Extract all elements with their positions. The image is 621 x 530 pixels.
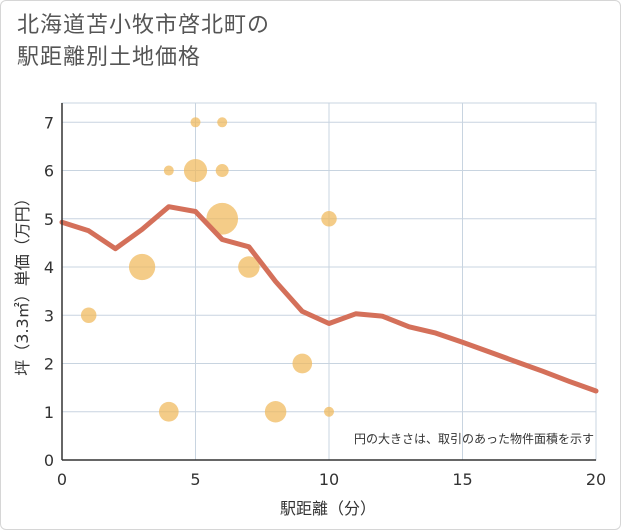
bubble-size-note: 円の大きさは、取引のあった物件面積を示す [354, 431, 594, 446]
data-point [292, 353, 313, 374]
data-point [80, 307, 97, 324]
x-tick-label: 10 [319, 470, 339, 489]
grid-lines [61, 102, 597, 461]
data-point [206, 202, 239, 235]
y-tick-label: 4 [44, 258, 54, 277]
trend-line [59, 204, 599, 394]
data-point [215, 164, 229, 178]
data-point [128, 253, 156, 281]
x-axis-label: 駅距離（分） [280, 499, 376, 518]
axes [61, 103, 596, 461]
data-point [324, 406, 334, 417]
y-tick-label: 3 [44, 306, 54, 325]
data-point [183, 158, 208, 183]
data-point [158, 401, 179, 422]
chart-title: 北海道苫小牧市啓北町の 駅距離別土地価格 [17, 10, 270, 74]
y-axis-label: 坪（3.3㎡）単価（万円） [13, 190, 32, 375]
data-point [217, 117, 228, 128]
y-tick-label: 0 [44, 451, 54, 470]
x-tick-label: 0 [57, 470, 67, 489]
x-tick-label: 20 [586, 470, 606, 489]
data-point [264, 401, 287, 423]
x-tick-label: 15 [452, 470, 472, 489]
chart-title-line-2: 駅距離別土地価格 [17, 45, 202, 70]
y-tick-label: 1 [44, 403, 54, 422]
bubble-layer [80, 117, 337, 423]
y-tick-label: 5 [44, 210, 54, 229]
x-tick-label: 5 [190, 470, 200, 489]
data-point [190, 117, 201, 128]
tick-labels: 0 1 2 3 4 5 6 7 0 5 10 15 20 [44, 113, 606, 489]
y-tick-label: 7 [44, 113, 54, 132]
trend-line-layer [59, 204, 599, 394]
data-point [163, 165, 174, 176]
y-tick-label: 6 [44, 162, 54, 181]
data-point [321, 211, 337, 227]
y-tick-label: 2 [44, 355, 54, 374]
chart-title-line-1: 北海道苫小牧市啓北町の [17, 13, 271, 38]
data-point [238, 256, 260, 278]
